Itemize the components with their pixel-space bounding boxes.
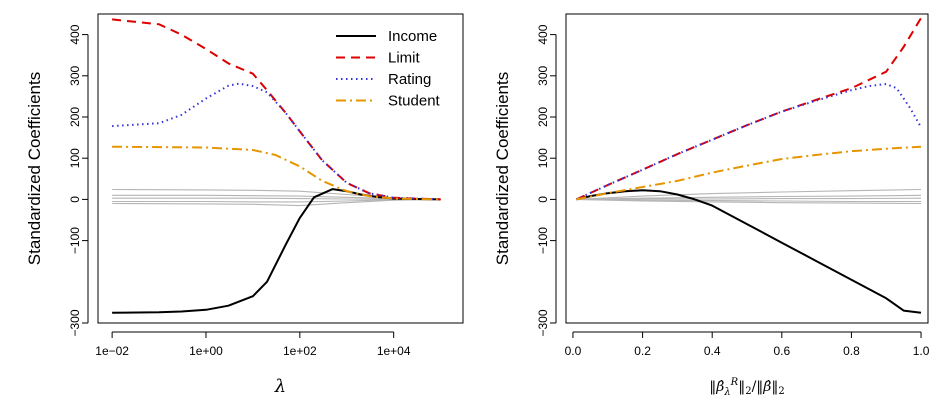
series-other-predictor — [576, 198, 922, 205]
series-other-predictor — [576, 188, 922, 200]
series-student — [112, 145, 441, 201]
x-tick-label: 0.6 — [773, 344, 790, 358]
y-tick-label: 400 — [68, 24, 82, 44]
series-income — [112, 188, 441, 314]
series-rating — [112, 82, 441, 201]
y-tick-label: 0 — [68, 196, 82, 203]
y-tick-label: 0 — [536, 196, 550, 203]
x-tick-label: 1e−02 — [95, 344, 129, 358]
y-tick-label: 200 — [536, 107, 550, 127]
y-tick-label: −300 — [536, 309, 550, 336]
y-tick-label: 200 — [68, 107, 82, 127]
series-income — [576, 189, 922, 314]
y-tick-label: −100 — [536, 227, 550, 254]
y-tick-label: 100 — [536, 148, 550, 168]
y-tick-label: 300 — [68, 65, 82, 85]
y-tick-label: 400 — [536, 24, 550, 44]
y-axis-title: Standardized Coefficients — [493, 72, 512, 265]
y-tick-label: −300 — [68, 309, 82, 336]
legend-label-rating: Rating — [388, 71, 431, 88]
x-axis-title: ‖β̂λR‖2/‖β̂‖2 — [709, 377, 785, 398]
x-tick-label: 1e+04 — [377, 344, 411, 358]
x-tick-label: 1e+00 — [189, 344, 223, 358]
plot-frame — [565, 13, 929, 324]
series-rating — [575, 83, 922, 201]
left-panel-lambda-plot: −300 −100 0 100 200 300 400 1e−02 1e+00 1e+02 1e+0… — [25, 13, 464, 397]
x-tick-label: 0.8 — [843, 344, 860, 358]
series-other-predictor — [576, 198, 921, 203]
x-tick-label: 0.4 — [704, 344, 721, 358]
x-axis-title: λ — [274, 376, 286, 397]
series-other-predictor — [576, 194, 922, 200]
y-tick-label: 300 — [536, 65, 550, 85]
series-limit — [575, 17, 922, 201]
y-tick-label: −100 — [68, 227, 82, 254]
series-student — [576, 145, 922, 201]
series-limit — [111, 18, 441, 201]
x-tick-label: 0.0 — [565, 344, 582, 358]
x-tick-label: 0.2 — [634, 344, 651, 358]
legend-label-income: Income — [388, 28, 437, 45]
y-tick-label: 100 — [68, 148, 82, 168]
legend-label-student: Student — [388, 93, 441, 110]
y-axis-title: Standardized Coefficients — [25, 72, 44, 265]
x-tick-label: 1.0 — [913, 344, 930, 358]
legend-label-limit: Limit — [388, 50, 421, 67]
series-other-predictor — [576, 197, 922, 200]
series-other-predictor — [112, 198, 441, 207]
right-panel-norm-ratio-plot: −300 −100 0 100 200 300 400 0.0 0.2 0.4 0.6 0.8 1.0 S… — [493, 13, 930, 398]
plot-frame — [97, 13, 464, 324]
x-tick-label: 1e+02 — [283, 344, 317, 358]
